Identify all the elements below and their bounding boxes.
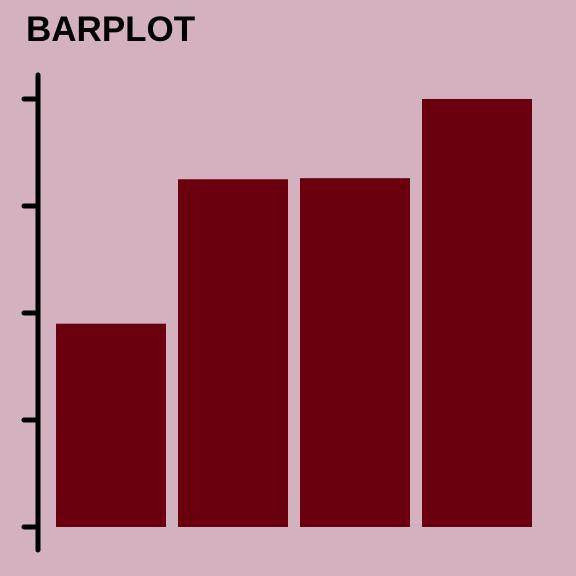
bar-d xyxy=(422,99,532,527)
bar-c xyxy=(300,178,410,527)
bar-b xyxy=(178,179,288,527)
y-axis xyxy=(21,72,41,553)
bars-group xyxy=(56,99,532,527)
bar-a xyxy=(56,323,166,527)
chart-title: BARPLOT xyxy=(26,10,196,49)
